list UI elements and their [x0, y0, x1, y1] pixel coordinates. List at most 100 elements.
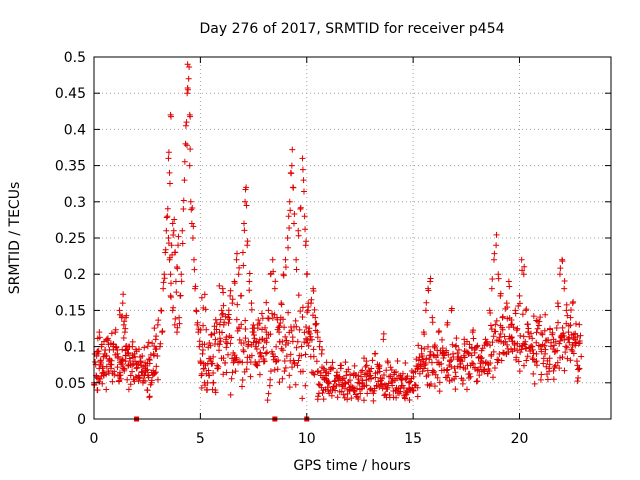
- data-point: [419, 352, 426, 359]
- data-point: [298, 352, 305, 359]
- chart-title: Day 276 of 2017, SRMTID for receiver p45…: [199, 21, 504, 37]
- data-point: [270, 268, 277, 275]
- data-point: [359, 367, 366, 374]
- data-point: [132, 373, 139, 380]
- data-point: [274, 316, 281, 323]
- data-point: [415, 342, 422, 349]
- data-point: [294, 362, 301, 369]
- data-point: [238, 292, 245, 299]
- data-point: [174, 265, 181, 272]
- data-point: [167, 271, 174, 278]
- data-point: [302, 382, 309, 389]
- data-point: [550, 367, 557, 374]
- data-point: [175, 242, 182, 249]
- data-point: [220, 289, 227, 296]
- data-point: [576, 340, 583, 347]
- data-point: [508, 317, 515, 324]
- data-point: [308, 296, 315, 303]
- data-point: [204, 386, 211, 393]
- data-point: [380, 330, 387, 337]
- data-point: [559, 324, 566, 331]
- data-point: [299, 166, 306, 173]
- data-point: [267, 376, 274, 383]
- data-point: [415, 357, 422, 364]
- data-point: [276, 329, 283, 336]
- data-point: [474, 367, 481, 374]
- data-point: [193, 308, 200, 315]
- data-point: [189, 235, 196, 241]
- x-tick-label: 10: [298, 431, 316, 447]
- data-point: [238, 321, 245, 328]
- data-point: [278, 345, 285, 352]
- data-point: [447, 358, 454, 365]
- data-point: [426, 356, 433, 363]
- data-point: [474, 378, 481, 385]
- data-point: [291, 210, 298, 217]
- data-point: [285, 213, 292, 220]
- data-point: [186, 63, 193, 70]
- data-point: [213, 326, 220, 333]
- data-point: [169, 220, 176, 227]
- data-point: [106, 355, 113, 362]
- data-point: [124, 346, 131, 353]
- data-point: [186, 162, 193, 169]
- data-point: [563, 344, 570, 351]
- data-point: [166, 180, 173, 187]
- data-point: [499, 326, 506, 333]
- data-point: [158, 307, 165, 314]
- data-point: [487, 309, 494, 316]
- data-point: [225, 311, 232, 318]
- data-point: [109, 378, 116, 385]
- data-point: [239, 377, 246, 384]
- data-point: [98, 341, 105, 348]
- data-point: [280, 316, 287, 323]
- data-point: [314, 329, 321, 336]
- data-point: [545, 336, 552, 343]
- y-tick-label: 0.35: [55, 159, 86, 175]
- data-point: [160, 285, 167, 292]
- data-point: [402, 360, 409, 367]
- data-point: [530, 370, 537, 377]
- data-point: [565, 335, 572, 342]
- data-point: [402, 395, 409, 402]
- data-point: [240, 347, 247, 354]
- data-point: [242, 317, 249, 324]
- data-point: [181, 158, 188, 165]
- data-point: [346, 388, 353, 395]
- data-point: [152, 369, 159, 376]
- y-tick-label: 0.3: [64, 195, 86, 211]
- data-point: [114, 354, 121, 361]
- y-axis-label: SRMTID / TECUs: [7, 182, 23, 295]
- data-point: [561, 285, 568, 292]
- data-point: [577, 332, 584, 339]
- data-point: [505, 349, 512, 356]
- data-point: [556, 340, 563, 347]
- data-point: [402, 376, 409, 383]
- data-point: [565, 322, 572, 329]
- data-point: [444, 366, 451, 373]
- data-point: [462, 365, 469, 372]
- data-point: [185, 75, 192, 82]
- data-point: [148, 377, 155, 384]
- data-point: [364, 390, 371, 397]
- data-point: [259, 315, 266, 322]
- data-point: [297, 308, 304, 315]
- data-point: [383, 367, 390, 374]
- data-point: [286, 225, 293, 232]
- data-point: [295, 227, 302, 234]
- data-point: [559, 258, 566, 265]
- data-point: [200, 365, 207, 372]
- data-point: [261, 358, 268, 365]
- data-point: [537, 376, 544, 383]
- data-point: [416, 354, 423, 361]
- data-point: [99, 363, 106, 370]
- data-point: [553, 324, 560, 331]
- data-point: [368, 365, 375, 372]
- data-point: [210, 369, 217, 376]
- data-point: [340, 391, 347, 398]
- data-point: [287, 207, 294, 214]
- data-point: [299, 155, 306, 162]
- data-point: [258, 310, 265, 317]
- data-point: [323, 369, 330, 376]
- data-point: [165, 235, 172, 241]
